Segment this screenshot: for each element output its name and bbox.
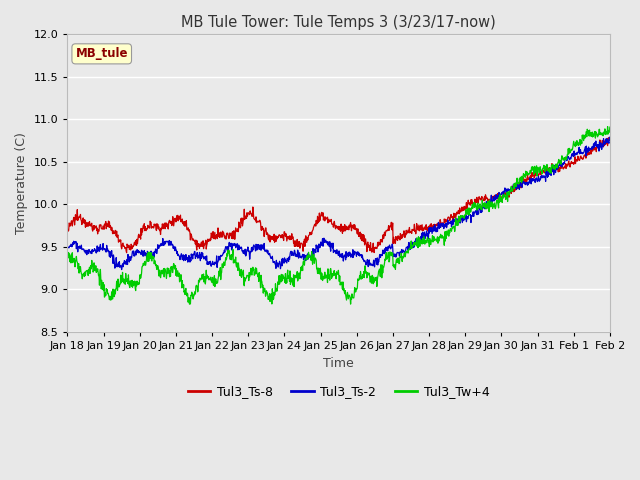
Legend: Tul3_Ts-8, Tul3_Ts-2, Tul3_Tw+4: Tul3_Ts-8, Tul3_Ts-2, Tul3_Tw+4 [183,380,494,403]
Tul3_Ts-2 [247,249,255,254]
Tul3_Tw+4 [606,124,614,130]
Tul3_Tw+4 [300,260,307,265]
Tul3_Ts-2 [118,267,125,273]
Tul3_Ts-8 [156,226,163,232]
Line: Tul3_Ts-8: Tul3_Ts-8 [67,138,610,252]
Tul3_Ts-2 [349,247,356,252]
Tul3_Ts-8 [360,234,368,240]
Line: Tul3_Tw+4: Tul3_Tw+4 [67,127,610,304]
Tul3_Ts-8 [136,234,143,240]
Tul3_Ts-2 [63,245,71,251]
Tul3_Tw+4 [136,281,143,287]
Line: Tul3_Ts-2: Tul3_Ts-2 [67,137,610,270]
Tul3_Ts-2 [360,259,368,264]
Tul3_Ts-8 [123,250,131,255]
Tul3_Ts-2 [605,134,613,140]
Tul3_Ts-2 [136,249,143,255]
Tul3_Tw+4 [63,253,71,259]
Tul3_Tw+4 [155,273,163,278]
Tul3_Ts-8 [349,225,356,230]
Tul3_Ts-8 [63,229,71,235]
Title: MB Tule Tower: Tule Temps 3 (3/23/17-now): MB Tule Tower: Tule Temps 3 (3/23/17-now… [181,15,496,30]
Y-axis label: Temperature (C): Temperature (C) [15,132,28,234]
Tul3_Ts-2 [156,244,163,250]
Tul3_Tw+4 [186,301,193,307]
Tul3_Tw+4 [360,275,368,280]
Tul3_Ts-2 [606,137,614,143]
Tul3_Tw+4 [247,270,255,276]
Tul3_Ts-8 [247,210,255,216]
Tul3_Tw+4 [349,295,356,300]
Tul3_Ts-8 [605,135,612,141]
X-axis label: Time: Time [323,357,354,370]
Text: MB_tule: MB_tule [76,48,128,60]
Tul3_Tw+4 [604,124,611,130]
Tul3_Ts-8 [606,137,614,143]
Tul3_Ts-8 [300,248,307,254]
Tul3_Ts-2 [300,252,307,258]
